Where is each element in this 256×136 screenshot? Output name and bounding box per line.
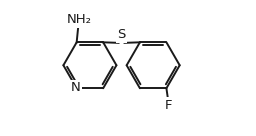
Text: N: N	[71, 81, 80, 94]
Text: S: S	[117, 28, 126, 41]
Text: NH₂: NH₂	[67, 13, 92, 26]
Text: F: F	[165, 99, 172, 112]
